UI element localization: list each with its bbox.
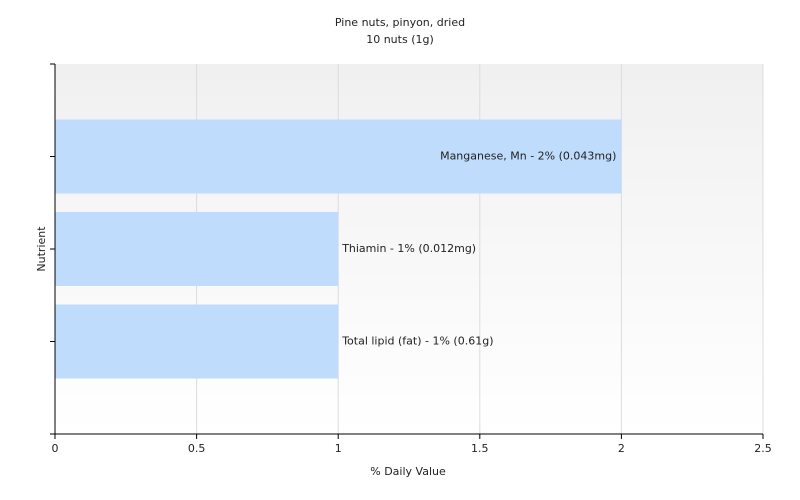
y-axis-label: Nutrient: [35, 226, 48, 272]
x-tick-label: 2.5: [754, 442, 772, 455]
value-label: Thiamin - 1% (0.012mg): [341, 242, 476, 255]
x-tick-label: 2: [618, 442, 625, 455]
bar: [55, 212, 339, 286]
bar: [55, 304, 339, 379]
x-tick-label: 0.5: [188, 442, 206, 455]
chart-subtitle: 10 nuts (1g): [366, 33, 434, 46]
x-tick-label: 0: [52, 442, 59, 455]
x-tick-label: 1: [335, 442, 342, 455]
value-label: Manganese, Mn - 2% (0.043mg): [440, 150, 616, 163]
chart-title: Pine nuts, pinyon, dried: [335, 16, 465, 29]
x-tick-label: 1.5: [471, 442, 489, 455]
value-label: Total lipid (fat) - 1% (0.61g): [341, 335, 493, 348]
x-axis-label: % Daily Value: [370, 465, 446, 478]
bar: [55, 119, 622, 194]
